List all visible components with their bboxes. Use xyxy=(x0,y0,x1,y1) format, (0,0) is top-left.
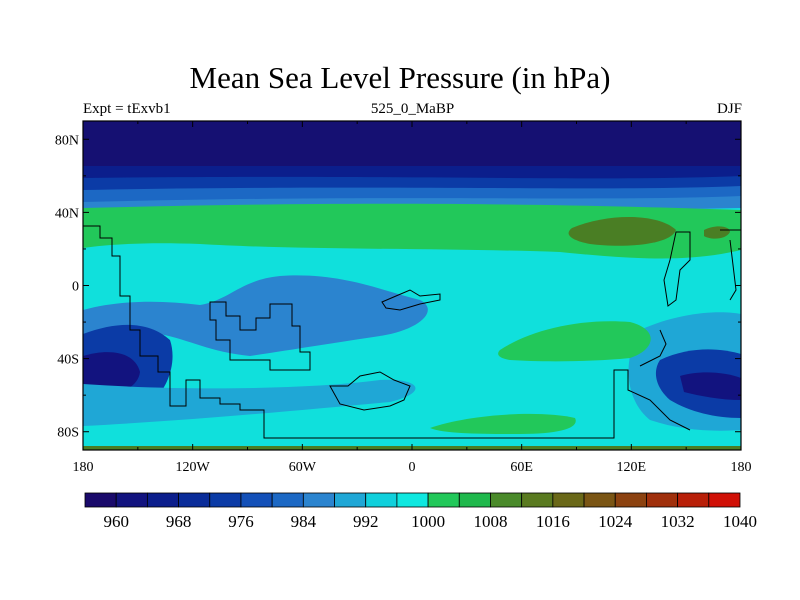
colorbar-label: 1000 xyxy=(411,512,445,531)
x-tick-label: 180 xyxy=(73,460,94,475)
colorbar-swatch xyxy=(84,492,117,508)
colorbar-label: 1040 xyxy=(723,512,757,531)
y-tick-label: 80S xyxy=(57,426,79,441)
field-south-high-2 xyxy=(430,413,576,434)
colorbar-swatch xyxy=(458,492,491,508)
colorbar-swatch xyxy=(427,492,460,508)
y-tick-label: 80N xyxy=(55,133,79,148)
colorbar-swatch xyxy=(677,492,710,508)
field-southern-low-west xyxy=(83,275,428,356)
y-tick-label: 40N xyxy=(55,206,79,221)
colorbar-label: 1032 xyxy=(661,512,695,531)
colorbar-label: 1024 xyxy=(598,512,633,531)
field-polar-low-2 xyxy=(83,166,741,180)
field-polar-low-1 xyxy=(83,121,741,166)
coastline-africa xyxy=(209,301,311,371)
coastline-americas xyxy=(83,225,691,439)
colorbar-label: 992 xyxy=(353,512,379,531)
colorbar-label: 960 xyxy=(103,512,129,531)
colorbar-label: 1016 xyxy=(536,512,570,531)
colorbar-swatch xyxy=(115,492,148,508)
coastline-east-pacific xyxy=(639,229,741,367)
y-tick-label: 40S xyxy=(57,353,79,368)
colorbar-swatch xyxy=(552,492,585,508)
field-pacific-high xyxy=(704,226,730,239)
field-north-high xyxy=(83,203,741,259)
x-tick-label: 60E xyxy=(510,460,533,475)
y-tick-label: 0 xyxy=(72,280,79,295)
colorbar-label: 1008 xyxy=(473,512,507,531)
colorbar-swatch xyxy=(334,492,367,508)
colorbar-swatch xyxy=(365,492,398,508)
colorbar-swatch xyxy=(302,492,335,508)
field-east-asian-high xyxy=(568,216,676,246)
colorbar-swatch xyxy=(209,492,242,508)
axis-ticks: 180 120W 60W 0 60E 120E 180 80N 40N 0 40S 80S xyxy=(55,121,752,475)
map-field xyxy=(83,121,741,450)
x-tick-label: 120E xyxy=(617,460,647,475)
colorbar-label: 976 xyxy=(228,512,254,531)
x-tick-label: 180 xyxy=(731,460,752,475)
colorbar-swatch xyxy=(521,492,554,508)
colorbar-swatch xyxy=(271,492,304,508)
experiment-label: Expt = tExvb1 xyxy=(83,101,171,117)
colorbar-swatch xyxy=(178,492,211,508)
colorbar-swatch xyxy=(708,492,741,508)
period-label: 525_0_MaBP xyxy=(370,101,455,117)
coastline-southern-islands xyxy=(329,371,411,411)
colorbar-label: 968 xyxy=(166,512,192,531)
x-tick-label: 0 xyxy=(409,460,416,475)
x-tick-label: 60W xyxy=(289,460,317,475)
coastline-small-continent xyxy=(381,289,441,311)
x-tick-label: 120W xyxy=(176,460,211,475)
colorbar-swatch xyxy=(146,492,179,508)
field-southern-mid xyxy=(83,379,416,426)
colorbar-swatch xyxy=(646,492,679,508)
chart-title: Mean Sea Level Pressure (in hPa) xyxy=(189,60,611,95)
coastline-east-asia xyxy=(663,231,691,307)
field-southern-low-east-deep xyxy=(680,372,741,400)
colorbar-label: 984 xyxy=(291,512,317,531)
colorbar-swatch xyxy=(490,492,523,508)
colorbar-swatch xyxy=(614,492,647,508)
colorbar-swatch xyxy=(240,492,273,508)
field-south-high-1 xyxy=(498,321,651,362)
colorbar-swatch xyxy=(396,492,429,508)
colorbar-swatch xyxy=(583,492,616,508)
season-label: DJF xyxy=(716,101,742,117)
colorbar: 960 968 976 984 992 1000 1008 1016 1024 1032 1040 xyxy=(84,492,757,531)
